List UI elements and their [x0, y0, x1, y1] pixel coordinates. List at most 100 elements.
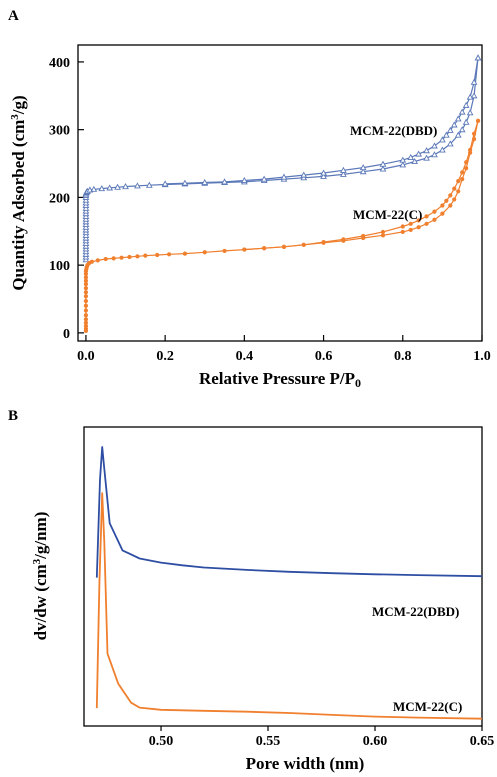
panel-b-plot-frame — [83, 426, 483, 727]
a-mcm-22-dbd-point — [466, 93, 474, 100]
a-mcm-22-c-point — [361, 233, 366, 239]
a-mcm-22-c-point — [464, 166, 469, 171]
a-mcm-22-dbd-point — [446, 126, 454, 133]
a-mcm-22-dbd-point — [431, 151, 438, 158]
a-mcm-22-c-point — [448, 203, 453, 208]
panel-a-y-axis-title: Quantity Adsorbed (cm3/g) — [9, 95, 28, 290]
a-x-tick-label-4: 0.8 — [394, 349, 412, 364]
a-mcm-22-dbd-point — [470, 92, 478, 99]
a-mcm-22-dbd-point — [260, 175, 268, 182]
a-mcm-22-c-point — [444, 198, 449, 203]
a-mcm-22-dbd-point — [221, 178, 228, 185]
a-mcm-22-c-point — [400, 224, 405, 229]
a-mcm-22-c-point — [95, 258, 100, 263]
panel-b-label-c: MCM-22(C) — [393, 699, 462, 714]
a-mcm-22-c-point — [83, 308, 89, 313]
panel-b-label-dbd: MCM-22(DBD) — [372, 604, 459, 619]
a-mcm-22-c-point — [222, 248, 227, 254]
a-mcm-22-c-point — [424, 221, 429, 226]
a-mcm-22-dbd-point — [161, 180, 169, 187]
a-mcm-22-dbd-point — [407, 153, 415, 160]
a-mcm-22-dbd-point — [454, 115, 462, 122]
a-mcm-22-c-point — [440, 211, 445, 216]
panel-a-label: A — [8, 8, 19, 24]
a-mcm-22-c-point — [166, 252, 172, 257]
a-y-tick-label-3: 300 — [49, 124, 70, 139]
a-mcm-22-dbd-point — [340, 166, 347, 173]
a-mcm-22-dbd-point — [359, 168, 367, 175]
a-mcm-22-c-point — [83, 313, 89, 318]
a-mcm-22-c-point — [89, 259, 94, 264]
a-mcm-22-dbd-point — [145, 181, 153, 188]
a-mcm-22-dbd-point — [450, 121, 458, 128]
a-mcm-22-c-point — [83, 286, 89, 291]
a-mcm-22-dbd-branch-1-line — [165, 57, 479, 185]
a-mcm-22-dbd-point — [134, 182, 141, 189]
a-mcm-22-dbd-point — [462, 118, 470, 125]
panel-a-label-c: MCM-22(C) — [353, 207, 422, 222]
b-x-tick-label-0: 0.50 — [149, 734, 174, 749]
a-mcm-22-dbd-point — [439, 146, 446, 153]
a-mcm-22-c-point — [321, 240, 326, 245]
a-x-tick-label-2: 0.4 — [236, 349, 254, 364]
panel-b: B 0.50 0.55 0.60 0.65 Pore width (nm) dv/dw… — [8, 408, 494, 773]
a-mcm-22-dbd-point — [98, 185, 106, 192]
a-mcm-22-c-point — [416, 225, 421, 230]
a-mcm-22-dbd-point — [114, 183, 121, 190]
a-mcm-22-dbd-point — [90, 185, 98, 192]
a-mcm-22-c-point — [452, 197, 457, 202]
b-x-tick-label-2: 0.60 — [363, 734, 388, 749]
a-mcm-22-c-point — [432, 209, 437, 214]
a-mcm-22-dbd-point — [399, 156, 407, 163]
a-mcm-22-c-point — [83, 320, 89, 325]
panel-a-plot-frame — [77, 44, 483, 342]
a-mcm-22-dbd-point — [470, 78, 478, 85]
b-x-tick-label-1: 0.55 — [256, 734, 281, 749]
a-mcm-22-dbd-point — [423, 147, 430, 154]
panel-b-y-axis-title: dv/dw (cm3/g/nm) — [31, 512, 50, 641]
a-mcm-22-c-point — [83, 323, 89, 329]
a-mcm-22-c-point — [301, 242, 306, 247]
a-mcm-22-dbd-point — [462, 101, 470, 108]
a-mcm-22-c-point — [456, 189, 461, 194]
a-mcm-22-dbd-point — [466, 109, 474, 116]
a-mcm-22-dbd-point — [122, 183, 129, 190]
a-x-tick-label-0: 0.0 — [77, 349, 95, 364]
a-mcm-22-c-point — [182, 251, 188, 256]
panel-b-x-ticks: 0.50 0.55 0.60 0.65 — [149, 726, 494, 749]
a-mcm-22-dbd-point — [379, 165, 387, 172]
a-mcm-22-c-point — [460, 170, 465, 175]
a-mcm-22-c-point — [103, 256, 108, 262]
a-mcm-22-c-point — [83, 275, 89, 280]
a-mcm-22-c-point — [143, 253, 148, 258]
panel-a-label-dbd: MCM-22(DBD) — [350, 123, 437, 138]
a-mcm-22-dbd-point — [201, 178, 209, 186]
a-mcm-22-c-point — [432, 217, 437, 222]
a-mcm-22-dbd-point — [458, 126, 466, 133]
a-mcm-22-dbd-point — [431, 142, 438, 149]
a-mcm-22-dbd-point — [300, 171, 308, 178]
a-mcm-22-dbd-point — [359, 164, 367, 171]
panel-a-y-ticks: 0 100 200 300 400 — [49, 56, 84, 342]
a-mcm-22-c-point — [424, 214, 429, 219]
a-mcm-22-c-point — [408, 221, 413, 226]
a-mcm-22-c-point — [448, 193, 453, 198]
panel-a-x-axis-title: Relative Pressure P/P0 — [199, 369, 361, 390]
a-mcm-22-dbd-point — [415, 150, 422, 157]
a-mcm-22-dbd-point — [340, 170, 347, 177]
a-mcm-22-c-point — [380, 233, 386, 238]
a-mcm-22-c-point — [341, 237, 346, 242]
a-mcm-22-dbd-point — [439, 136, 446, 143]
a-mcm-22-dbd-point — [411, 157, 419, 165]
a-mcm-22-dbd-point — [442, 131, 450, 138]
a-mcm-22-c-point — [460, 177, 465, 182]
a-y-tick-label-1: 100 — [49, 259, 70, 274]
a-mcm-22-c-point — [416, 218, 421, 223]
a-mcm-22-c-point — [242, 247, 247, 252]
a-mcm-22-c-point — [468, 147, 473, 153]
a-mcm-22-dbd-point — [458, 108, 466, 115]
a-mcm-22-dbd-branch-0-line — [85, 57, 479, 260]
a-mcm-22-c-point — [440, 203, 445, 208]
a-mcm-22-dbd-point — [280, 173, 288, 180]
